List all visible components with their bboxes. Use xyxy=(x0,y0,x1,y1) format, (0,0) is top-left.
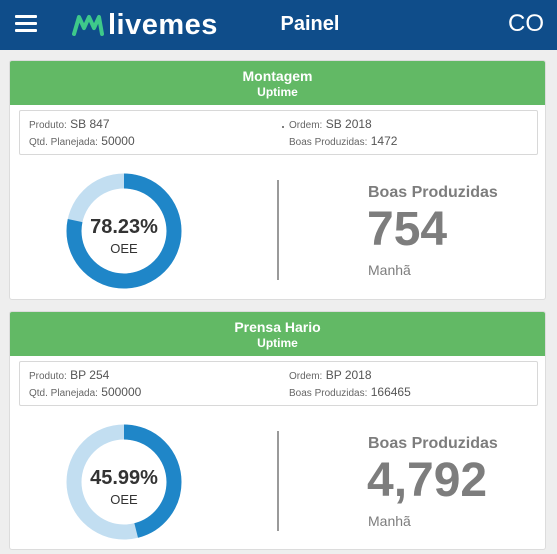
logo: livemes xyxy=(72,7,218,43)
top-bar: livemes Painel CO xyxy=(0,0,557,50)
page-title: Painel xyxy=(280,13,340,35)
ordem-info: Ordem: SB 2018 xyxy=(289,117,372,131)
card-header: Montagem Uptime xyxy=(10,61,545,105)
livemes-logo-icon xyxy=(72,15,104,36)
hamburger-menu-icon[interactable] xyxy=(15,14,37,34)
order-info-box: Produto: BP 254 Qtd. Planejada: 500000 O… xyxy=(19,361,538,406)
user-avatar[interactable]: CO xyxy=(508,10,544,37)
vertical-divider xyxy=(277,180,279,280)
vertical-divider xyxy=(277,431,279,531)
kpi-label: Boas Produzidas xyxy=(368,184,498,201)
oee-gauge: 78.23% OEE xyxy=(65,172,183,290)
logo-text: livemes xyxy=(108,8,218,41)
card-title: Montagem xyxy=(242,68,313,84)
card-status: Uptime xyxy=(257,85,298,99)
shift-label: Manhã xyxy=(368,262,411,278)
gauge-fill xyxy=(66,173,182,289)
oee-gauge: 45.99% OEE xyxy=(65,423,183,541)
kpi-value: 4,792 xyxy=(367,454,488,507)
qtd-planejada-info: Qtd. Planejada: 50000 xyxy=(29,134,135,148)
kpi-value: 754 xyxy=(367,203,448,256)
produto-info: Produto: SB 847 xyxy=(29,117,110,131)
card-status: Uptime xyxy=(257,336,298,350)
gauge-fill xyxy=(66,424,182,540)
kpi-label: Boas Produzidas xyxy=(368,435,498,452)
oee-value: 78.23% xyxy=(90,216,158,238)
machine-card-prensa-hario[interactable]: Prensa Hario Uptime Produto: BP 254 Qtd.… xyxy=(9,311,546,550)
order-info-box: Produto: SB 847 Qtd. Planejada: 50000 Or… xyxy=(19,110,538,155)
oee-label: OEE xyxy=(110,492,138,507)
boas-produzidas-info: Boas Produzidas: 166465 xyxy=(289,385,411,399)
machine-card-montagem[interactable]: Montagem Uptime Produto: SB 847 Qtd. Pla… xyxy=(9,60,546,300)
shift-label: Manhã xyxy=(368,513,411,529)
card-title: Prensa Hario xyxy=(234,319,321,335)
oee-label: OEE xyxy=(110,241,138,256)
ordem-info: Ordem: BP 2018 xyxy=(289,368,372,382)
boas-produzidas-info: Boas Produzidas: 1472 xyxy=(289,134,398,148)
card-header: Prensa Hario Uptime xyxy=(10,312,545,356)
separator-dot xyxy=(282,126,284,128)
produto-info: Produto: BP 254 xyxy=(29,368,110,382)
oee-value: 45.99% xyxy=(90,467,158,489)
qtd-planejada-info: Qtd. Planejada: 500000 xyxy=(29,385,142,399)
